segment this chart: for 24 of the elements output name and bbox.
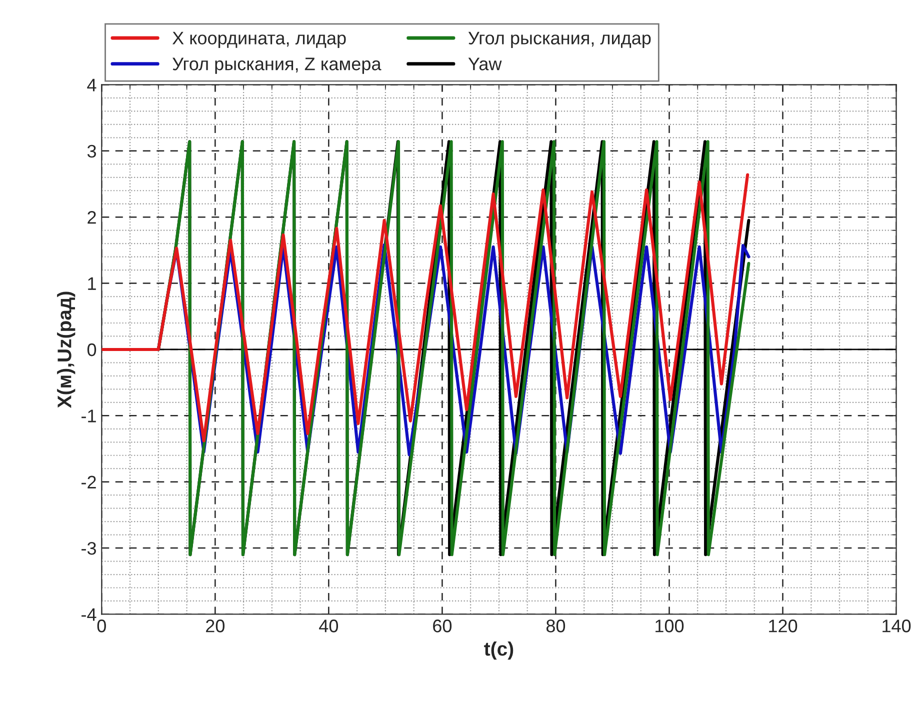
x-tick-label: 60 — [433, 620, 452, 632]
y-axis-title: X(м),Uz(рад) — [57, 292, 76, 408]
y-tick-label: -1 — [82, 410, 96, 422]
y-tick-label: -4 — [82, 608, 96, 621]
y-tick-label: 1 — [88, 277, 96, 290]
y-tick-label: 2 — [88, 211, 96, 224]
x-tick-label: 100 — [656, 620, 684, 632]
x-tick-label: 0 — [97, 620, 106, 632]
x-tick-label: 40 — [319, 620, 338, 632]
x-axis-title: t(c) — [484, 641, 514, 660]
y-tick-label: 3 — [87, 144, 96, 158]
legend-label: Yaw — [468, 58, 502, 70]
line-series — [102, 173, 750, 442]
x-tick-label: 20 — [206, 620, 224, 632]
y-tick-label: -3 — [82, 542, 96, 555]
y-tick-label: 0 — [87, 343, 96, 356]
x-tick-label: 80 — [546, 620, 566, 632]
legend-label: Угол рыскания, лидар — [468, 32, 651, 48]
y-tick-label: -2 — [82, 476, 96, 488]
x-tick-label: 120 — [769, 620, 798, 632]
legend-label: X координата, лидар — [172, 32, 346, 48]
y-tick-label: 4 — [87, 78, 96, 92]
legend-label: Угол рыскания, Z камера — [172, 58, 382, 74]
x-tick-label: 140 — [882, 620, 911, 632]
